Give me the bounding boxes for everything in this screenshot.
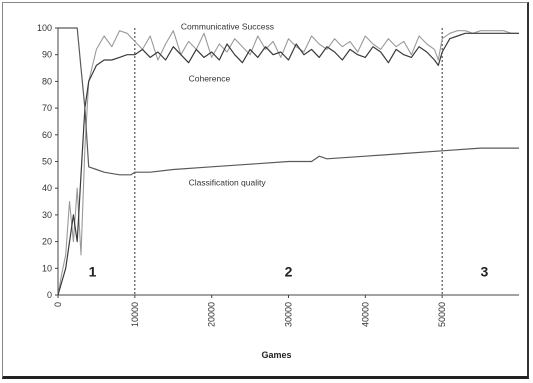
y-tick-label: 30 bbox=[42, 210, 52, 220]
phase-label-1: 1 bbox=[89, 263, 97, 279]
phase-label-2: 2 bbox=[285, 263, 293, 279]
annotation-communicative-success: Communicative Success bbox=[181, 21, 274, 31]
x-tick-label: 10000 bbox=[130, 302, 140, 327]
line-chart: 0 10 20 30 40 50 60 70 80 90 100 0 10000 20000 30000 40… bbox=[37, 21, 519, 360]
y-tick-label: 40 bbox=[42, 183, 52, 193]
x-tick-label: 30000 bbox=[284, 302, 294, 327]
y-tick-label: 0 bbox=[47, 290, 52, 300]
phase-label-3: 3 bbox=[481, 263, 489, 279]
series-line-coherence bbox=[57, 32, 519, 296]
annotation-coherence: Coherence bbox=[189, 73, 231, 83]
annotation-classification-quality: Classification quality bbox=[189, 178, 267, 188]
y-tick-label: 50 bbox=[42, 157, 52, 167]
x-tick-label: 40000 bbox=[360, 302, 370, 327]
y-tick-label: 80 bbox=[42, 76, 52, 86]
x-axis-title: Games bbox=[261, 350, 291, 360]
series-line-communicative-success bbox=[57, 30, 519, 296]
y-tick-label: 100 bbox=[37, 23, 52, 33]
y-tick-label: 20 bbox=[42, 237, 52, 247]
x-tick-label: 50000 bbox=[437, 302, 447, 327]
y-tick-label: 60 bbox=[42, 130, 52, 140]
x-tick-label: 0 bbox=[53, 302, 63, 307]
y-tick-label: 90 bbox=[42, 50, 52, 60]
x-tick-label: 20000 bbox=[207, 302, 217, 327]
y-tick-label: 70 bbox=[42, 103, 52, 113]
series-line-classification-quality bbox=[58, 27, 519, 176]
chart-frame: 0 10 20 30 40 50 60 70 80 90 100 0 10000 20000 30000 40… bbox=[2, 2, 529, 379]
y-tick-label: 10 bbox=[42, 263, 52, 273]
